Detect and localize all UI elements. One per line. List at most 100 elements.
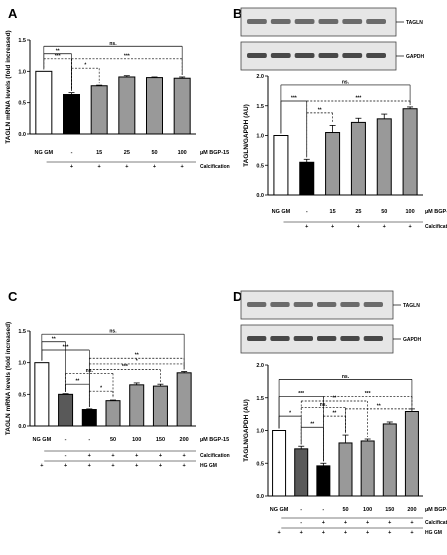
blot-band (317, 336, 337, 341)
row-mark: + (111, 463, 114, 469)
y-tick-label: 2.0 (256, 363, 264, 369)
significance-label: ns. (86, 368, 94, 374)
significance-label: * (136, 358, 138, 364)
significance-label: ns. (342, 374, 350, 380)
x-category-label: 15 (96, 150, 102, 156)
y-tick-label: 0.5 (18, 101, 26, 107)
row-mark: + (388, 530, 391, 536)
row-mark: + (183, 463, 186, 469)
panel-d: D TAGLN GAPDH 0.0 0.5 1.0 1.5 2.0 TAGLN/GAPDH (A… (225, 283, 447, 550)
bar (350, 121, 366, 196)
blot-band (317, 302, 337, 307)
y-tick-label: 0.0 (256, 193, 264, 199)
significance-label: ** (310, 422, 314, 428)
significance-label: *** (298, 391, 304, 397)
row-mark: + (153, 164, 156, 170)
y-axis-label: TAGLN/GAPDH (AU) (243, 399, 250, 462)
significance-bracket: ** (88, 353, 185, 407)
blot-band (363, 302, 383, 307)
row-mark: + (366, 530, 369, 536)
row-mark: + (40, 463, 43, 469)
blot-band (247, 53, 267, 58)
row-mark: + (344, 530, 347, 536)
x-category-label: 25 (124, 150, 130, 156)
bar (63, 94, 80, 135)
row-mark: + (88, 453, 91, 459)
chart-panel-c: C 0.0 0.5 1.0 1.5 TAGLN mRNA levels (fold inc… (5, 289, 251, 469)
blot-band (318, 53, 339, 58)
panel-label: C (8, 289, 18, 304)
row-mark: + (388, 520, 391, 526)
x-category-label: 100 (132, 437, 141, 443)
bar (173, 77, 191, 135)
blot-band (340, 302, 360, 307)
row-mark: + (277, 530, 280, 536)
panel-c: C 0.0 0.5 1.0 1.5 TAGLN mRNA levels (fold inc… (0, 283, 251, 505)
significance-bracket: ** (300, 396, 368, 445)
x-category-label: NG GM (270, 507, 289, 513)
blot-band (366, 53, 386, 58)
row-mark: + (322, 520, 325, 526)
row-mark: + (366, 520, 369, 526)
blot-band (270, 53, 291, 58)
y-tick-label: 1.5 (18, 38, 26, 44)
significance-label: ** (135, 353, 139, 359)
blot-label: TAGLN (403, 303, 420, 309)
y-tick-label: 0.0 (18, 424, 26, 430)
x-category-label: 50 (381, 209, 387, 215)
significance-bracket: ns. (43, 41, 183, 75)
blot-band (366, 19, 386, 24)
panel-b: B TAGLN GAPDH 0.0 0.5 1.0 1.5 2.0 TAGLN/GAPDH (A… (225, 0, 447, 270)
row-mark: + (64, 463, 67, 469)
blot-band (293, 336, 313, 341)
bar (152, 385, 168, 427)
row-label: Calcification Medium (425, 224, 447, 230)
significance-label: ns. (320, 402, 328, 408)
bar (129, 384, 145, 427)
row-label: Calcification Medium (200, 453, 230, 459)
blot-band (294, 19, 315, 24)
blot-band (270, 19, 291, 24)
bar (325, 132, 341, 196)
bar (34, 362, 50, 427)
row-mark: + (331, 224, 334, 230)
significance-bracket: ** (345, 403, 413, 434)
bar (146, 77, 163, 135)
significance-label: *** (63, 345, 69, 351)
blot-band (342, 53, 363, 58)
row-mark: + (159, 463, 162, 469)
x-category-label: - (322, 507, 324, 513)
y-tick-label: 0.0 (18, 132, 26, 138)
significance-label: *** (291, 95, 297, 101)
significance-label: ** (75, 379, 79, 385)
y-axis-label: TAGLN mRNA levels (fold increased) (5, 322, 12, 435)
significance-bracket: *** (71, 53, 183, 91)
x-category-label: NG GM (272, 209, 291, 215)
x-category-label: 150 (385, 507, 394, 513)
bar (35, 70, 53, 135)
condition-label: µM BGP-15 (425, 507, 447, 513)
row-mark: - (65, 453, 67, 459)
row-mark: + (98, 164, 101, 170)
blot-label: TAGLN (406, 20, 423, 26)
panel-b-blot-gapdh: GAPDH (240, 41, 424, 71)
panel-d-blot-gapdh: GAPDH (240, 324, 421, 354)
row-mark: + (410, 520, 413, 526)
significance-label: * (100, 386, 102, 392)
row-mark: + (88, 463, 91, 469)
chart-panel-d: D TAGLN GAPDH 0.0 0.5 1.0 1.5 2.0 TAGLN/GAPDH (A… (233, 289, 447, 536)
x-category-label: 50 (110, 437, 116, 443)
bar (90, 85, 108, 135)
blot-band (318, 19, 339, 24)
significance-bracket: ** (300, 422, 324, 462)
x-category-label: NG GM (33, 437, 52, 443)
significance-label: ns. (109, 329, 117, 335)
blot-band (293, 302, 313, 307)
row-mark: + (159, 453, 162, 459)
bar (402, 108, 418, 196)
chart-panel-a: A 0.0 0.5 1.0 1.5 TAGLN mRNA levels (fold inc… (5, 6, 251, 170)
y-tick-label: 1.5 (256, 104, 264, 110)
blot-band (342, 19, 363, 24)
panel-label: B (233, 6, 242, 21)
bar (81, 409, 97, 427)
